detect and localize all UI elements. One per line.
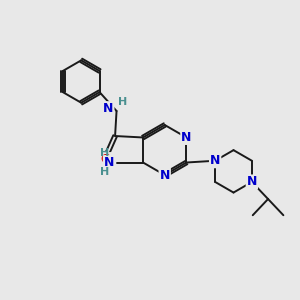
Text: H: H	[100, 167, 109, 177]
Text: N: N	[210, 154, 220, 167]
Text: H: H	[118, 97, 128, 106]
Text: N: N	[247, 176, 257, 188]
Text: H: H	[100, 148, 109, 158]
Text: N: N	[181, 131, 192, 144]
Text: N: N	[103, 102, 113, 115]
Text: O: O	[100, 153, 111, 166]
Text: N: N	[160, 169, 170, 182]
Text: N: N	[104, 156, 114, 169]
